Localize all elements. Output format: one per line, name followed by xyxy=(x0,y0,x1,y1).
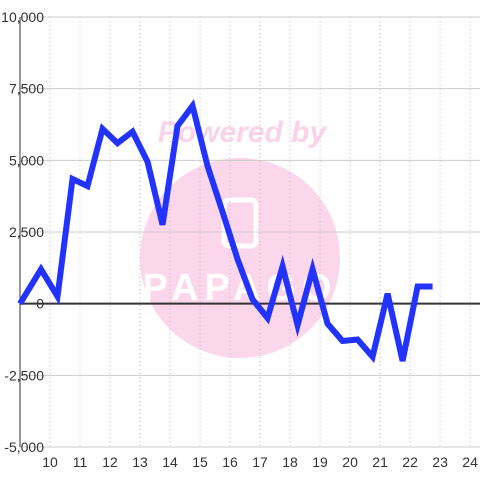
y-tick-label: 2,500 xyxy=(9,224,44,240)
y-tick-label: 10,000 xyxy=(1,9,44,25)
x-tick-label: 14 xyxy=(162,454,178,470)
x-tick-label: 22 xyxy=(402,454,418,470)
x-tick-label: 12 xyxy=(102,454,118,470)
x-tick-label: 15 xyxy=(192,454,208,470)
y-tick-label: 5,000 xyxy=(9,152,44,168)
x-tick-label: 19 xyxy=(312,454,328,470)
x-tick-label: 13 xyxy=(132,454,148,470)
x-tick-label: 16 xyxy=(222,454,238,470)
x-tick-label: 18 xyxy=(282,454,298,470)
x-tick-label: 10 xyxy=(42,454,58,470)
x-tick-label: 20 xyxy=(342,454,358,470)
watermark-brand: PAPAGO xyxy=(142,267,337,309)
x-tick-label: 21 xyxy=(372,454,388,470)
y-tick-label: 7,500 xyxy=(9,81,44,97)
x-tick-label: 23 xyxy=(432,454,448,470)
x-tick-label: 24 xyxy=(462,454,478,470)
y-tick-label: 0 xyxy=(36,296,44,312)
line-series xyxy=(17,99,433,364)
x-tick-label: 11 xyxy=(73,454,88,470)
x-tick-label: 17 xyxy=(252,454,268,470)
watermark-title: Powered by xyxy=(158,116,328,149)
y-tick-label: -5,000 xyxy=(4,439,44,455)
y-tick-label: -2,500 xyxy=(4,367,44,383)
